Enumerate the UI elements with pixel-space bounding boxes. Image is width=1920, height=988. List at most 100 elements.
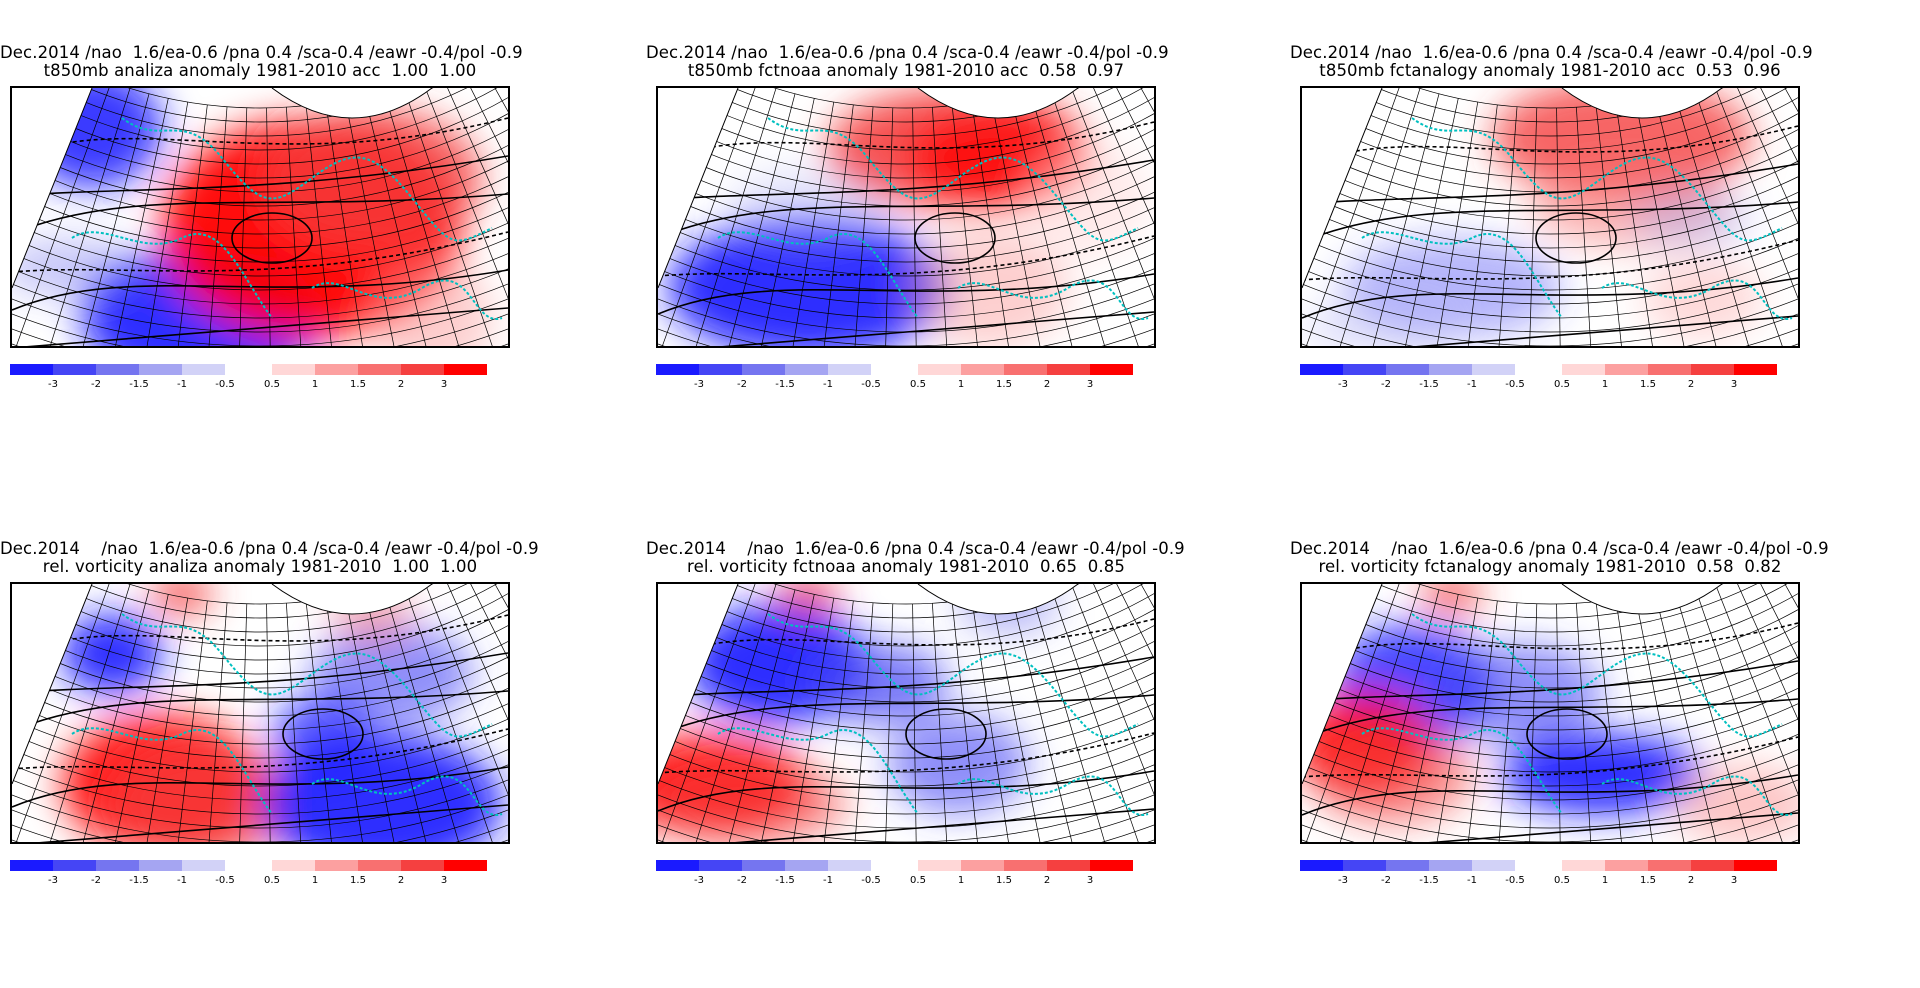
panel-title-line2: rel. vorticity analiza anomaly 1981-2010… xyxy=(42,557,478,576)
anomaly-region xyxy=(778,584,838,612)
colorbar-swatch xyxy=(656,364,699,375)
panel-title-line2: t850mb fctnoaa anomaly 1981-2010 acc 0.5… xyxy=(687,61,1125,80)
colorbar-label: -1.5 xyxy=(775,875,795,886)
colorbar-label: 1.5 xyxy=(1640,875,1656,886)
anomaly-region xyxy=(1632,188,1752,248)
contour-lines xyxy=(1302,622,1798,842)
colorbar-swatch xyxy=(1343,860,1386,871)
anomaly-region xyxy=(1422,584,1482,612)
colorbar-label: -0.5 xyxy=(861,875,881,886)
anomaly-map xyxy=(658,88,1154,346)
colorbar-swatch xyxy=(358,364,401,375)
colorbar-swatch xyxy=(742,364,785,375)
anomaly-region xyxy=(1502,734,1702,814)
panel-title-line2: rel. vorticity fctnoaa anomaly 1981-2010… xyxy=(687,557,1125,576)
colorbar-label: 1 xyxy=(311,875,319,886)
colorbar-label: 3 xyxy=(1730,875,1738,886)
colorbar-label: 1.5 xyxy=(350,379,366,390)
map-panel-1: Dec.2014 /nao 1.6/ea-0.6 /pna 0.4 /sca-0… xyxy=(0,43,523,424)
colorbar-swatch xyxy=(1004,860,1047,871)
map-frame xyxy=(656,582,1156,844)
colorbar-swatch xyxy=(1691,364,1734,375)
colorbar-label: 1.5 xyxy=(1640,379,1656,390)
colorbar-label: -2 xyxy=(737,875,747,886)
colorbar-label: 1 xyxy=(957,379,965,390)
anomaly-region xyxy=(62,614,162,694)
colorbar-label: 2 xyxy=(1043,875,1051,886)
colorbar-swatch xyxy=(1090,364,1133,375)
colorbar-swatch xyxy=(444,860,487,871)
colorbar-label: 2 xyxy=(1687,379,1695,390)
colorbar-swatch xyxy=(401,860,444,871)
coastlines xyxy=(1361,613,1793,816)
colorbar: -3 -2 -1.5 -1 -0.5 0.5 1 1.5 2 3 xyxy=(1300,860,1800,890)
colorbar-label: -1 xyxy=(177,379,187,390)
contour-lines xyxy=(12,614,508,842)
colorbar-swatch xyxy=(1691,860,1734,871)
colorbar-swatch xyxy=(1648,860,1691,871)
colorbar-swatch xyxy=(1472,364,1515,375)
colorbar-label: 3 xyxy=(440,379,448,390)
contour-lines xyxy=(12,117,508,346)
colorbar: -3 -2 -1.5 -1 -0.5 0.5 1 1.5 2 3 xyxy=(10,860,510,890)
colorbar-label: 3 xyxy=(1086,379,1094,390)
colorbar-label: -0.5 xyxy=(215,379,235,390)
colorbar-label: 0.5 xyxy=(1554,875,1570,886)
colorbar: -3 -2 -1.5 -1 -0.5 0.5 1 1.5 2 3 xyxy=(10,364,510,394)
colorbar-swatch xyxy=(315,364,358,375)
colorbar: -3 -2 -1.5 -1 -0.5 0.5 1 1.5 2 3 xyxy=(1300,364,1800,394)
colorbar-label: -1.5 xyxy=(129,379,149,390)
colorbar-label: -1.5 xyxy=(129,875,149,886)
colorbar-swatch xyxy=(1562,860,1605,871)
colorbar-swatch xyxy=(1429,860,1472,871)
colorbar-swatch xyxy=(272,860,315,871)
anomaly-region xyxy=(908,228,1068,346)
colorbar-label: -3 xyxy=(694,875,704,886)
colorbar-swatch xyxy=(401,364,444,375)
colorbar-swatch xyxy=(272,364,315,375)
colorbar-label: 0.5 xyxy=(1554,379,1570,390)
colorbar-label: 1 xyxy=(957,875,965,886)
colorbar-label: 1 xyxy=(311,379,319,390)
colorbar-label: -1 xyxy=(1467,379,1477,390)
colorbar-swatch xyxy=(1648,364,1691,375)
colorbar-label: -1.5 xyxy=(1419,875,1439,886)
colorbar-label: 3 xyxy=(440,875,448,886)
colorbar-swatch xyxy=(1300,860,1343,871)
colorbar-label: 0.5 xyxy=(910,379,926,390)
colorbar-label: -2 xyxy=(91,379,101,390)
panel-title-line1: Dec.2014 /nao 1.6/ea-0.6 /pna 0.4 /sca-0… xyxy=(0,539,539,558)
colorbar-swatch xyxy=(828,860,871,871)
coastlines xyxy=(717,117,1149,320)
colorbar-label: -1 xyxy=(823,379,833,390)
colorbar-swatch xyxy=(828,364,871,375)
anomaly-map xyxy=(12,88,508,346)
colorbar-label: -0.5 xyxy=(1505,875,1525,886)
colorbar-swatch xyxy=(96,860,139,871)
colorbar-label: 3 xyxy=(1730,379,1738,390)
colorbar-label: 0.5 xyxy=(910,875,926,886)
anomaly-region xyxy=(12,238,142,298)
colorbar-swatch xyxy=(1300,364,1343,375)
colorbar-swatch xyxy=(961,364,1004,375)
colorbar-label: -2 xyxy=(737,379,747,390)
colorbar-label: 2 xyxy=(1043,379,1051,390)
anomaly-region xyxy=(1642,258,1762,338)
map-panel-2: Dec.2014 /nao 1.6/ea-0.6 /pna 0.4 /sca-0… xyxy=(646,44,1169,424)
colorbar-swatch xyxy=(1562,364,1605,375)
colorbar-swatch xyxy=(1605,860,1648,871)
panel-title-line1: Dec.2014 /nao 1.6/ea-0.6 /pna 0.4 /sca-0… xyxy=(0,43,523,62)
colorbar-label: -2 xyxy=(1381,875,1391,886)
colorbar-swatch xyxy=(1734,860,1777,871)
colorbar-label: -3 xyxy=(48,875,58,886)
colorbar-swatch xyxy=(358,860,401,871)
colorbar-label: 0.5 xyxy=(264,379,280,390)
colorbar-swatch xyxy=(1429,364,1472,375)
colorbar-label: 3 xyxy=(1086,875,1094,886)
colorbar-swatch xyxy=(742,860,785,871)
anomaly-region xyxy=(152,584,212,614)
map-frame xyxy=(656,86,1156,348)
colorbar-swatch xyxy=(1605,364,1648,375)
colorbar-swatch xyxy=(444,364,487,375)
anomaly-region xyxy=(1442,644,1602,744)
